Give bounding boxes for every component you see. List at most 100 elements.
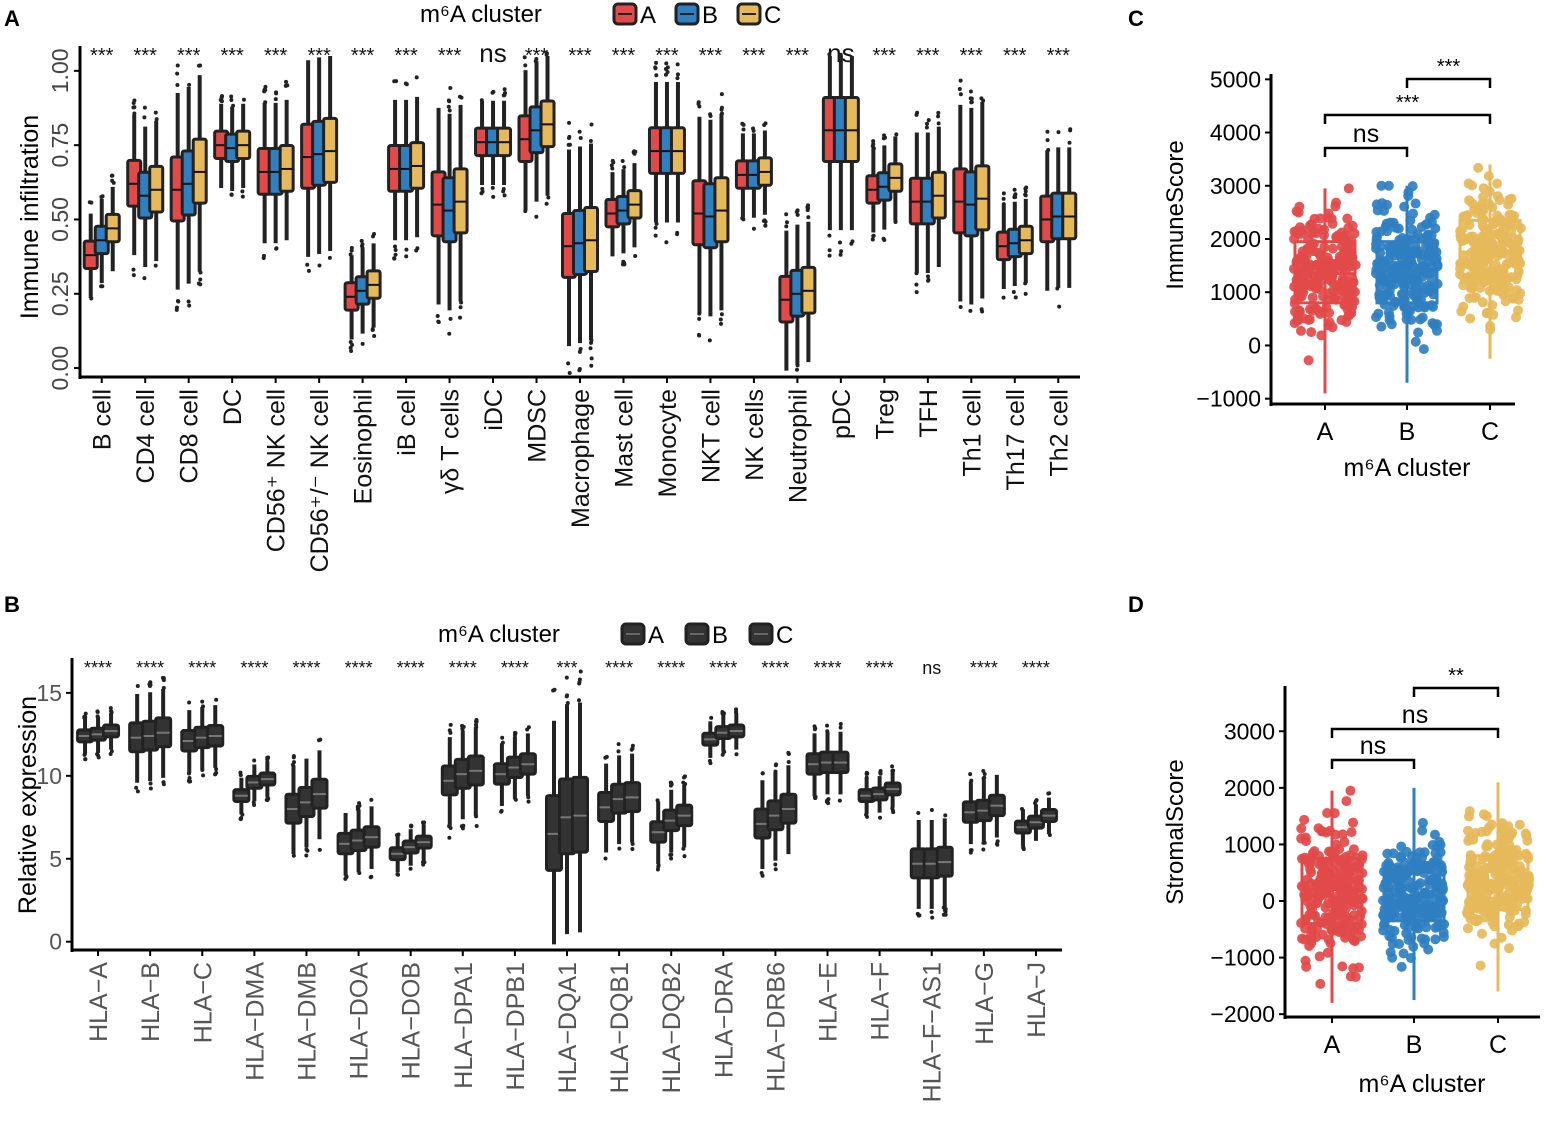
outlier-point	[305, 262, 310, 267]
outlier-point	[404, 247, 409, 252]
outlier-point	[111, 180, 116, 185]
data-point-a	[1316, 873, 1327, 884]
data-point-a	[1291, 206, 1302, 217]
outlier-point	[620, 159, 625, 164]
outlier-point	[392, 256, 397, 261]
panel-d-y-label: StromalScore	[1162, 759, 1189, 904]
data-point-a	[1297, 283, 1308, 294]
data-point-b	[1386, 319, 1397, 330]
significance-label: ns	[922, 658, 941, 678]
data-point-c	[1474, 233, 1485, 244]
data-point-b	[1417, 852, 1428, 863]
outlier-point	[1023, 186, 1028, 191]
data-point-b	[1408, 208, 1419, 219]
outlier-point	[273, 97, 278, 102]
outlier-point	[317, 263, 322, 268]
outlier-point	[882, 133, 887, 138]
x-tick-label-macrophage: Macrophage	[567, 389, 595, 528]
data-point-a	[1325, 847, 1336, 858]
outlier-point	[1047, 832, 1052, 837]
comparison-label: ***	[1396, 92, 1420, 114]
outlier-point	[760, 771, 765, 776]
outlier-point	[448, 85, 453, 90]
y-tick-label: −2000	[1210, 1001, 1275, 1027]
data-point-b	[1407, 903, 1418, 914]
comparison-bracket	[1330, 727, 1500, 738]
significance-label: ***	[786, 45, 810, 67]
data-point-b	[1371, 226, 1382, 237]
outlier-point	[393, 248, 398, 253]
y-tick-label: 0	[49, 929, 62, 955]
data-point-a	[1323, 913, 1334, 924]
data-point-a	[1349, 900, 1360, 911]
outlier-point	[108, 709, 113, 714]
outlier-point	[784, 224, 789, 229]
data-point-c	[1465, 313, 1476, 324]
data-point-a	[1314, 859, 1325, 870]
outlier-point	[131, 267, 136, 272]
outlier-point	[148, 786, 153, 791]
outlier-point	[741, 122, 746, 127]
outlier-point	[252, 803, 257, 808]
y-tick-label: 5000	[1210, 66, 1261, 92]
x-tick-label-eosinophil: Eosinophil	[350, 389, 378, 504]
outlier-point	[291, 755, 296, 760]
outlier-point	[1001, 202, 1006, 207]
data-point-c	[1506, 844, 1517, 855]
outlier-point	[567, 371, 572, 376]
data-point-a	[1335, 877, 1346, 888]
significance-label: ***	[525, 45, 549, 67]
outlier-point	[617, 846, 622, 851]
outlier-point	[630, 841, 635, 846]
outlier-point	[969, 778, 974, 783]
outlier-point	[682, 774, 687, 779]
data-point-a	[1296, 833, 1307, 844]
data-point-b	[1377, 273, 1388, 284]
data-point-b	[1396, 841, 1407, 852]
outlier-point	[356, 807, 361, 812]
data-point-c	[1482, 237, 1493, 248]
outlier-point	[534, 214, 539, 219]
data-point-c	[1504, 943, 1515, 954]
outlier-point	[925, 274, 930, 279]
outlier-point	[490, 185, 495, 190]
comparison-label: ns	[1353, 120, 1379, 148]
outlier-point	[317, 847, 322, 852]
data-point-a	[1348, 844, 1359, 855]
outlier-point	[214, 770, 219, 775]
data-point-a	[1345, 785, 1356, 796]
data-point-a	[1336, 315, 1347, 326]
outlier-point	[825, 723, 830, 728]
outlier-point	[1057, 304, 1062, 309]
outlier-point	[838, 52, 843, 57]
comparison-label: **	[1448, 665, 1464, 687]
outlier-point	[461, 823, 466, 828]
panel-a-plot: 0.00 0.25 0.50 0.75 1.00 B cell *** CD4 cell ***…	[47, 38, 1080, 572]
outlier-point	[741, 127, 746, 132]
x-tick-label-hla-dra: HLA−DRA	[710, 962, 738, 1078]
outlier-point	[526, 799, 531, 804]
outlier-point	[447, 331, 452, 336]
data-point-b	[1417, 825, 1428, 836]
significance-label: ***	[699, 45, 723, 67]
data-point-c	[1512, 889, 1523, 900]
outlier-point	[175, 83, 180, 88]
data-point-a	[1337, 889, 1348, 900]
outlier-point	[474, 814, 479, 819]
outlier-point	[200, 704, 205, 709]
outlier-point	[878, 771, 883, 776]
x-tick-label-th1-cell: Th1 cell	[958, 389, 986, 477]
outlier-point	[719, 312, 724, 317]
data-point-c	[1464, 293, 1475, 304]
y-tick-label: 0.00	[47, 346, 73, 391]
data-point-c	[1467, 283, 1478, 294]
x-tick-label-monocyte: Monocyte	[654, 389, 682, 497]
data-point-c	[1467, 180, 1478, 191]
outlier-point	[914, 282, 919, 287]
outlier-point	[263, 100, 268, 105]
data-point-a	[1349, 228, 1360, 239]
significance-label: ****	[1022, 658, 1050, 678]
comparison-bracket	[1323, 146, 1409, 157]
outlier-point	[500, 735, 505, 740]
outlier-point	[161, 782, 166, 787]
